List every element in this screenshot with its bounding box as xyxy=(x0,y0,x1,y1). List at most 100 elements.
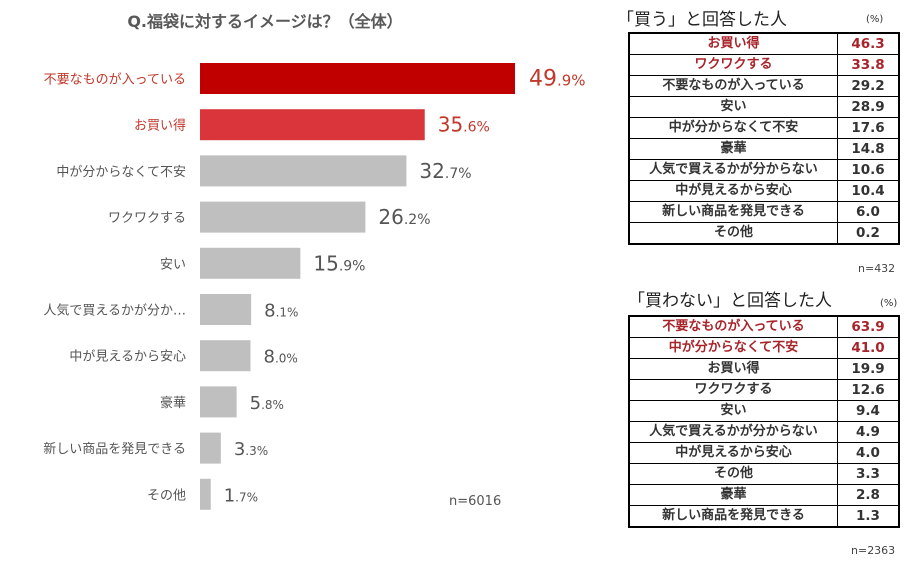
row-label: お買い得 xyxy=(628,32,838,55)
category-label: 新しい商品を発見できる xyxy=(43,441,186,457)
row-label: 中が分からなくて不安 xyxy=(628,337,838,359)
row-value: 46.3 xyxy=(837,32,900,55)
row-value: 4.9 xyxy=(837,421,900,443)
table-row: お買い得 19.9 xyxy=(628,358,900,380)
notbuy-table-n: n=2363 xyxy=(851,544,896,557)
value-label: 15.9% xyxy=(313,251,365,275)
category-label: ワクワクする xyxy=(108,211,186,226)
table-row: ワクワクする 12.6 xyxy=(628,379,900,401)
row-label: 中が分からなくて不安 xyxy=(628,117,838,139)
value-label: 8.1% xyxy=(264,301,298,322)
row-label: ワクワクする xyxy=(628,54,838,76)
row-label: 人気で買えるかが分からない xyxy=(628,159,838,181)
bar xyxy=(200,201,366,233)
buy-table-title: 「買う」と回答した人 xyxy=(617,10,787,30)
row-label: ワクワクする xyxy=(628,379,838,401)
value-label: 35.6% xyxy=(438,113,490,137)
table-row: 安い 9.4 xyxy=(628,400,900,422)
table-row: その他 3.3 xyxy=(628,463,900,485)
table-row: 中が分からなくて不安 41.0 xyxy=(628,337,900,359)
bar xyxy=(200,294,252,325)
bar xyxy=(200,340,251,372)
row-label: 中が見えるから安心 xyxy=(628,180,838,202)
row-value: 9.4 xyxy=(837,400,900,422)
row-value: 4.0 xyxy=(837,442,900,464)
value-label: 3.3% xyxy=(234,439,268,460)
row-value: 17.6 xyxy=(837,117,900,139)
table-row: 豪華 14.8 xyxy=(628,138,900,160)
row-label: 豪華 xyxy=(628,484,838,506)
category-label: 不要なものが入っている xyxy=(44,73,186,88)
row-value: 2.8 xyxy=(837,484,900,506)
row-label: 豪華 xyxy=(628,138,838,160)
table-row: ワクワクする 33.8 xyxy=(628,54,900,76)
row-value: 1.3 xyxy=(837,505,900,528)
row-value: 41.0 xyxy=(837,337,900,359)
bar xyxy=(200,63,515,94)
table-row: 新しい商品を発見できる 1.3 xyxy=(628,505,900,528)
table-row: 人気で買えるかが分からない 10.6 xyxy=(628,159,900,181)
row-value: 19.9 xyxy=(837,358,900,380)
category-label: 中が分からなくて不安 xyxy=(56,165,186,180)
value-label: 1.7% xyxy=(224,485,258,506)
bar xyxy=(200,478,211,510)
value-label: 49.9% xyxy=(529,67,586,92)
row-label: その他 xyxy=(628,222,838,245)
bar xyxy=(200,247,301,279)
bar xyxy=(200,386,237,418)
notbuy-table-unit: (%) xyxy=(880,298,898,309)
row-label: 新しい商品を発見できる xyxy=(628,505,838,528)
row-value: 6.0 xyxy=(837,201,900,223)
row-label: 安い xyxy=(628,96,838,118)
row-value: 10.6 xyxy=(837,159,900,181)
notbuy-table-title: 「買わない」と回答した人 xyxy=(628,291,832,311)
bar xyxy=(200,155,407,187)
row-label: 不要なものが入っている xyxy=(628,315,838,338)
category-label: 豪華 xyxy=(160,395,186,411)
row-label: 安い xyxy=(628,400,838,422)
row-value: 29.2 xyxy=(837,75,900,97)
row-value: 3.3 xyxy=(837,463,900,485)
buy-table: お買い得 46.3 ワクワクする 33.8 不要なものが入っている 29.2 安い 28.9 中… xyxy=(628,32,900,245)
buy-table-unit: (%) xyxy=(866,14,884,25)
overall-bar-chart: Q.福袋に対するイメージは？（全体） 不要なものが入っている 49.9% お買い得 35… xyxy=(43,12,586,510)
row-label: その他 xyxy=(628,463,838,485)
category-label: その他 xyxy=(147,488,186,503)
table-row: 不要なものが入っている 29.2 xyxy=(628,75,900,97)
buy-table-n: n=432 xyxy=(858,262,896,275)
table-row: 豪華 2.8 xyxy=(628,484,900,506)
notbuy-table: 不要なものが入っている 63.9 中が分からなくて不安 41.0 お買い得 19.9 ワクワ… xyxy=(628,315,900,528)
table-row: 新しい商品を発見できる 6.0 xyxy=(628,201,900,223)
row-label: 人気で買えるかが分からない xyxy=(628,421,838,443)
category-label: お買い得 xyxy=(134,118,186,134)
table-row: その他 0.2 xyxy=(628,222,900,245)
category-label: 中が見えるから安心 xyxy=(69,350,186,365)
value-label: 26.2% xyxy=(378,205,430,229)
table-row: 中が見えるから安心 4.0 xyxy=(628,442,900,464)
value-label: 5.8% xyxy=(250,393,284,414)
row-label: 新しい商品を発見できる xyxy=(628,201,838,223)
bar xyxy=(200,109,425,141)
table-row: 不要なものが入っている 63.9 xyxy=(628,315,900,338)
category-label: 安い xyxy=(160,257,186,272)
row-label: 不要なものが入っている xyxy=(628,75,838,97)
table-row: 安い 28.9 xyxy=(628,96,900,118)
row-label: お買い得 xyxy=(628,358,838,380)
row-value: 63.9 xyxy=(837,315,900,338)
table-row: 人気で買えるかが分からない 4.9 xyxy=(628,421,900,443)
table-row: 中が分からなくて不安 17.6 xyxy=(628,117,900,139)
row-value: 0.2 xyxy=(837,222,900,245)
row-value: 10.4 xyxy=(837,180,900,202)
category-label: 人気で買えるかが分か… xyxy=(43,303,186,319)
row-value: 28.9 xyxy=(837,96,900,118)
row-value: 12.6 xyxy=(837,379,900,401)
table-row: 中が見えるから安心 10.4 xyxy=(628,180,900,202)
row-value: 14.8 xyxy=(837,138,900,160)
table-row: お買い得 46.3 xyxy=(628,32,900,55)
chart-n-label: n=6016 xyxy=(449,494,501,509)
value-label: 32.7% xyxy=(419,159,471,183)
row-label: 中が見えるから安心 xyxy=(628,442,838,464)
bar xyxy=(200,432,221,464)
row-value: 33.8 xyxy=(837,54,900,76)
value-label: 8.0% xyxy=(264,347,298,368)
